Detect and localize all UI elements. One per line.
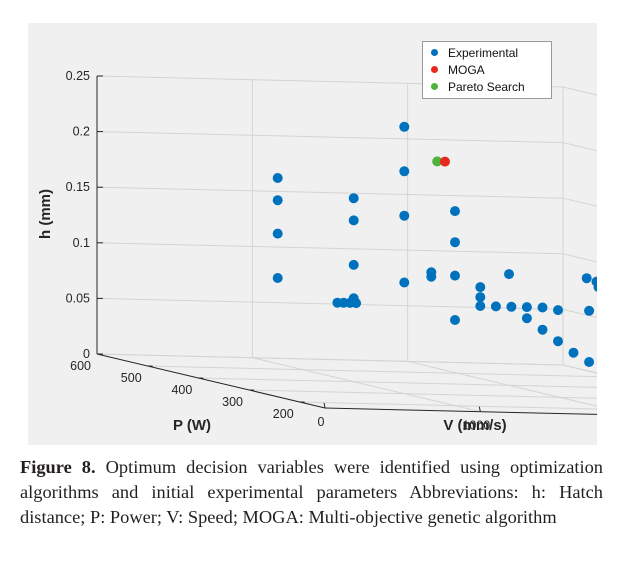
- z-axis-label: h (mm): [37, 189, 54, 239]
- data-point: [272, 273, 283, 283]
- grid-line: [562, 197, 597, 207]
- data-point: [399, 121, 410, 132]
- legend-item-pareto: Pareto Search: [431, 78, 525, 95]
- y-tick-label: 300: [222, 395, 243, 409]
- data-point: [348, 193, 359, 204]
- z-tick-label: 0.25: [66, 69, 90, 83]
- y-tick-label: 400: [171, 383, 192, 397]
- grid-line: [96, 353, 564, 366]
- grid-line: [299, 401, 597, 410]
- z-tick-label: 0: [83, 347, 90, 361]
- grid-lines: [96, 75, 597, 413]
- y-axis-label: P (W): [173, 417, 211, 434]
- grid-line: [562, 308, 597, 318]
- y-tick-label: 200: [273, 407, 294, 421]
- data-point: [584, 305, 595, 316]
- grid-line: [96, 131, 564, 144]
- z-tick-label: 0.1: [73, 236, 90, 250]
- y-tick-label: 600: [70, 359, 91, 373]
- data-point: [432, 156, 443, 167]
- legend-item-experimental: Experimental: [431, 44, 518, 61]
- z-tick-label: 0.15: [66, 180, 90, 194]
- legend-label-moga: MOGA: [448, 62, 485, 77]
- grid-line: [407, 360, 597, 407]
- data-point: [450, 315, 460, 325]
- legend: Experimental MOGA Pareto Search: [422, 41, 552, 99]
- legend-marker-pareto: [431, 83, 438, 90]
- axes: [96, 75, 597, 415]
- data-point: [272, 195, 283, 206]
- data-point: [348, 259, 359, 270]
- data-points: [272, 121, 597, 367]
- caption-text: Optimum decision variables were identifi…: [20, 457, 603, 527]
- data-point: [568, 347, 579, 358]
- data-point: [475, 292, 486, 303]
- x-axis-label: V (mm/s): [443, 417, 506, 434]
- data-point: [521, 313, 532, 324]
- grid-line: [96, 242, 564, 255]
- grid-line: [562, 142, 597, 152]
- tick-labels: 00.050.10.150.20.25200300400500600010002…: [66, 69, 491, 433]
- scatter-3d-plot: 00.050.10.150.20.25200300400500600010002…: [37, 69, 597, 434]
- figure-label: Figure 8.: [20, 457, 96, 477]
- legend-label-pareto: Pareto Search: [448, 79, 525, 94]
- grid-line: [198, 377, 597, 388]
- data-point: [348, 215, 359, 226]
- grid-line: [96, 297, 564, 310]
- data-point: [537, 324, 548, 335]
- data-point: [584, 357, 595, 367]
- grid-line: [248, 389, 597, 399]
- legend-marker-experimental: [431, 49, 438, 56]
- data-point: [399, 210, 410, 221]
- figure-caption: Figure 8. Optimum decision variables wer…: [20, 455, 603, 530]
- data-point: [593, 282, 597, 292]
- grid-line: [562, 364, 597, 374]
- x-tick-label: 0: [318, 415, 325, 429]
- legend-label-experimental: Experimental: [448, 45, 519, 60]
- data-point: [450, 237, 460, 248]
- grid-line: [252, 357, 481, 413]
- x-tick-mark: [478, 406, 481, 412]
- data-point: [450, 270, 460, 281]
- data-point: [506, 301, 517, 312]
- y-tick-label: 500: [121, 371, 142, 385]
- data-point: [426, 271, 437, 282]
- legend-marker-moga: [431, 66, 438, 73]
- data-point: [581, 273, 592, 284]
- data-point: [504, 269, 514, 280]
- data-point: [399, 277, 410, 288]
- data-point: [553, 305, 563, 316]
- z-tick-label: 0.2: [73, 125, 90, 139]
- data-point: [450, 206, 460, 217]
- data-point: [272, 228, 283, 239]
- data-point: [490, 301, 501, 312]
- x-tick-label: 1000: [462, 419, 490, 433]
- data-point: [475, 301, 486, 311]
- data-point: [553, 336, 563, 347]
- data-point: [332, 297, 343, 308]
- x-axis-line: [324, 407, 597, 415]
- data-point: [272, 173, 283, 183]
- x-tick-mark: [323, 402, 326, 409]
- data-point: [399, 166, 410, 177]
- grid-line: [96, 186, 564, 199]
- grid-line: [562, 364, 597, 374]
- legend-item-moga: MOGA: [431, 61, 485, 78]
- data-point: [537, 302, 548, 313]
- data-point: [475, 282, 486, 293]
- grid-line: [562, 86, 597, 96]
- grid-line: [147, 365, 597, 378]
- z-tick-label: 0.05: [66, 291, 90, 305]
- data-point: [440, 156, 450, 167]
- y-axis-line: [96, 353, 326, 409]
- data-point: [521, 302, 532, 313]
